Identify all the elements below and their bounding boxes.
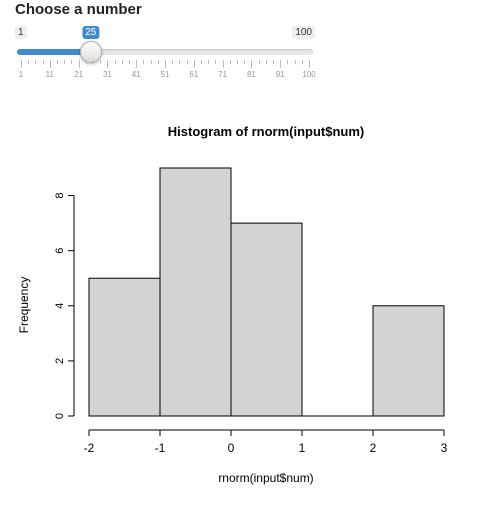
slider-minor-tick <box>157 60 159 64</box>
y-axis: 0 2 4 6 8 <box>54 192 75 419</box>
y-tick-label: 0 <box>54 413 66 419</box>
slider-label: Choose a number <box>15 1 142 18</box>
slider-minor-tick <box>35 60 37 64</box>
slider-minor-tick <box>100 60 102 64</box>
histogram-bar <box>230 222 303 417</box>
x-tick-label: 1 <box>299 441 306 455</box>
bars <box>88 167 445 417</box>
slider-min-label: 1 <box>15 26 27 39</box>
x-tick-label: -1 <box>155 441 166 455</box>
slider-minor-tick <box>114 60 116 64</box>
slider-tick <box>193 60 195 68</box>
slider-tick-label: 71 <box>218 70 228 79</box>
x-tick-label: 3 <box>441 441 448 455</box>
slider-minor-tick <box>121 60 123 64</box>
slider-tick-label: 31 <box>102 70 112 79</box>
slider-max-label: 100 <box>292 26 315 39</box>
y-tick-label: 4 <box>54 303 66 309</box>
slider-minor-tick <box>143 60 145 64</box>
slider-minor-tick <box>71 60 73 64</box>
slider-minor-tick <box>179 60 181 64</box>
slider-minor-tick <box>294 60 296 64</box>
slider-tick <box>280 60 282 68</box>
slider-minor-tick <box>229 60 231 64</box>
slider-minor-tick <box>301 60 303 64</box>
number-slider[interactable]: 1 100 25 1 11 21 31 41 51 61 71 81 91 100 <box>15 24 316 84</box>
slider-minor-tick <box>172 60 174 64</box>
slider-minor-tick <box>287 60 289 64</box>
slider-minor-tick <box>42 60 44 64</box>
slider-tick-label: 100 <box>302 70 316 79</box>
slider-tick-label: 81 <box>246 70 256 79</box>
slider-minor-tick <box>150 60 152 64</box>
slider-handle[interactable] <box>79 41 102 63</box>
slider-tick <box>107 60 109 68</box>
slider-tick <box>165 60 166 68</box>
slider-minor-tick <box>186 60 188 64</box>
slider-tick-label: 41 <box>131 70 141 79</box>
slider-minor-tick <box>57 60 58 64</box>
y-tick-label: 8 <box>54 192 66 198</box>
x-tick-label: -2 <box>84 441 95 455</box>
slider-minor-tick <box>273 60 274 64</box>
slider-fill <box>17 49 91 55</box>
x-tick-label: 0 <box>228 441 235 455</box>
slider-grid: 1 11 21 31 41 51 61 71 81 91 100 <box>15 60 316 84</box>
slider-tick-label: 61 <box>189 70 199 79</box>
y-axis-label: Frequency <box>17 277 31 334</box>
slider-minor-tick <box>237 60 238 64</box>
slider-tick-label: 1 <box>18 70 24 79</box>
slider-track[interactable] <box>17 49 313 55</box>
y-tick-label: 2 <box>54 358 66 364</box>
slider-tick <box>309 60 310 68</box>
slider-value-label: 25 <box>82 26 100 39</box>
slider-minor-tick <box>208 60 210 64</box>
histogram-svg: Histogram of rnorm(input$num) rnorm(inpu… <box>17 124 448 485</box>
slider-minor-tick <box>64 60 66 64</box>
histogram-bar <box>88 277 161 417</box>
slider-minor-tick <box>215 60 217 64</box>
slider-tick <box>78 60 80 68</box>
histogram-plot: Histogram of rnorm(input$num) rnorm(inpu… <box>0 110 504 504</box>
y-tick-label: 6 <box>54 248 66 254</box>
x-axis-label: rnorm(input$num) <box>218 471 313 485</box>
slider-tick-label: 11 <box>45 70 54 79</box>
slider-minor-tick <box>265 60 267 64</box>
slider-tick-label: 91 <box>275 70 285 79</box>
slider-tick-label: 21 <box>74 70 84 79</box>
slider-tick <box>21 60 22 68</box>
slider-tick <box>136 60 138 68</box>
slider-minor-tick <box>28 60 30 64</box>
slider-tick <box>251 60 253 68</box>
slider-tick <box>222 60 224 68</box>
x-tick-label: 2 <box>370 441 377 455</box>
chart-title: Histogram of rnorm(input$num) <box>168 124 364 139</box>
slider-tick <box>49 60 51 68</box>
histogram-bar <box>372 305 445 417</box>
slider-minor-tick <box>244 60 246 64</box>
histogram-bar <box>159 167 232 417</box>
x-axis: -2 -1 0 1 2 3 <box>84 429 448 455</box>
slider-minor-tick <box>201 60 202 64</box>
slider-minor-tick <box>93 60 94 64</box>
slider-minor-tick <box>129 60 130 64</box>
slider-tick-label: 51 <box>160 70 170 79</box>
slider-minor-tick <box>85 60 87 64</box>
slider-minor-tick <box>258 60 260 64</box>
